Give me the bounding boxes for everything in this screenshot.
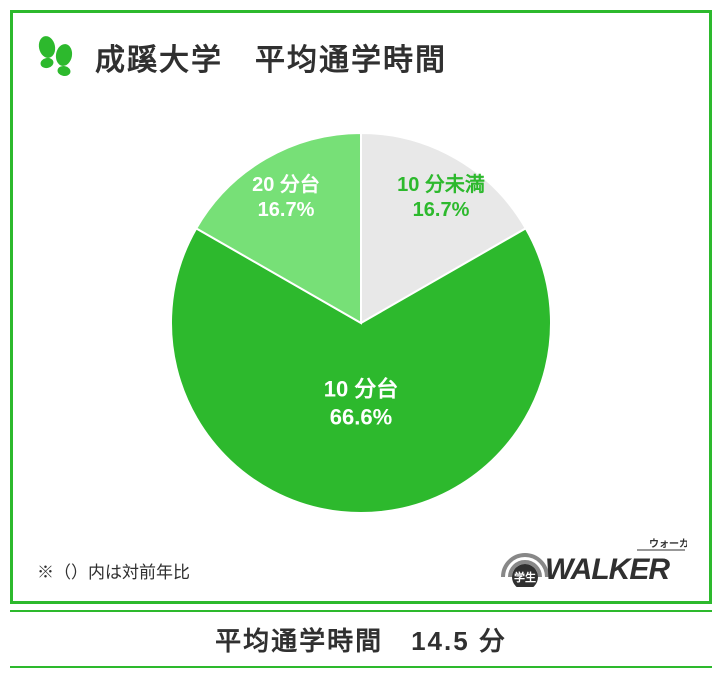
header: 成蹊大学 平均通学時間 — [33, 33, 447, 81]
main-panel: 成蹊大学 平均通学時間 10 分未満16.7% 10 分台66.6% 20 分台16… — [10, 10, 712, 604]
footnote: ※（）内は対前年比 — [37, 558, 190, 583]
svg-text:学生: 学生 — [514, 570, 536, 584]
pie-slice-label: 10 分未満16.7% — [397, 173, 485, 223]
summary-band: 平均通学時間 14.5 分 — [10, 610, 712, 668]
pie-slice-label: 10 分台66.6% — [324, 376, 399, 431]
svg-text:WALKER: WALKER — [545, 553, 670, 586]
brand-logo: 学生 WALKER ウォーカー — [497, 531, 687, 587]
summary-text: 平均通学時間 14.5 分 — [215, 621, 507, 658]
infographic-card: 成蹊大学 平均通学時間 10 分未満16.7% 10 分台66.6% 20 分台16… — [0, 0, 722, 676]
page-title: 成蹊大学 平均通学時間 — [95, 35, 447, 79]
pie-slice-label: 20 分台16.7% — [252, 173, 320, 223]
svg-text:ウォーカー: ウォーカー — [649, 538, 687, 550]
footsteps-icon — [33, 33, 77, 81]
pie-container: 10 分未満16.7% 10 分台66.6% 20 分台16.7% — [171, 133, 551, 513]
pie-chart: 10 分未満16.7% 10 分台66.6% 20 分台16.7% — [13, 103, 709, 543]
